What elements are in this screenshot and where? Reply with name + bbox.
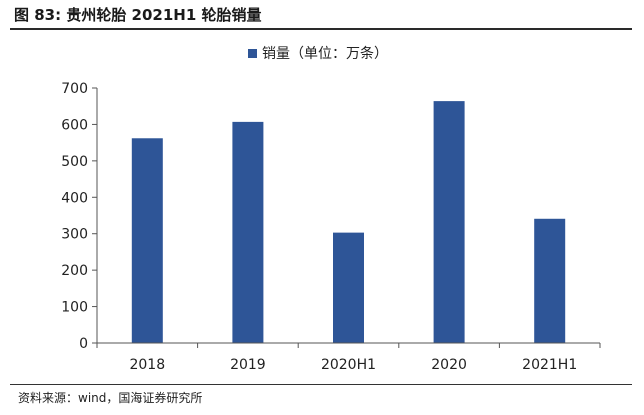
- bar-2020h1: [333, 232, 364, 343]
- y-tick-label: 100: [61, 300, 88, 316]
- y-tick-label: 700: [61, 81, 88, 97]
- x-tick-label: 2020H1: [321, 357, 376, 373]
- x-tick-label: 2019: [230, 357, 266, 373]
- source-note: 资料来源：wind，国海证券研究所: [18, 391, 203, 405]
- bars: [131, 101, 566, 343]
- y-axis: 0 100 200 300 400 500 600 700: [61, 81, 98, 352]
- figure-title: 图 83: 贵州轮胎 2021H1 轮胎销量: [14, 6, 262, 24]
- y-tick-label: 400: [61, 190, 88, 206]
- legend-label: 销量（单位：万条）: [262, 45, 388, 62]
- chart-legend: 销量（单位：万条）: [248, 45, 388, 62]
- y-tick-label: 600: [61, 117, 88, 133]
- x-tick-label: 2018: [129, 357, 165, 373]
- y-tick-label: 500: [61, 154, 88, 170]
- x-tick-label: 2020: [431, 357, 467, 373]
- source-rule: [10, 384, 632, 385]
- bar-2019: [232, 121, 264, 343]
- y-tick-label: 300: [61, 227, 88, 243]
- chart-area: 销量（单位：万条） 0 100 200 300 400 500 600 700 2018 201…: [0, 30, 644, 382]
- bar-2018: [131, 138, 163, 343]
- bar-2020: [433, 101, 465, 343]
- title-rule: [10, 28, 632, 30]
- y-tick-label: 0: [79, 336, 88, 352]
- x-tick-label: 2021H1: [522, 357, 577, 373]
- legend-swatch: [248, 49, 257, 58]
- x-axis: 2018 2019 2020H1 2020 2021H1: [96, 342, 601, 373]
- y-tick-label: 200: [61, 263, 88, 279]
- bar-2021h1: [534, 218, 566, 343]
